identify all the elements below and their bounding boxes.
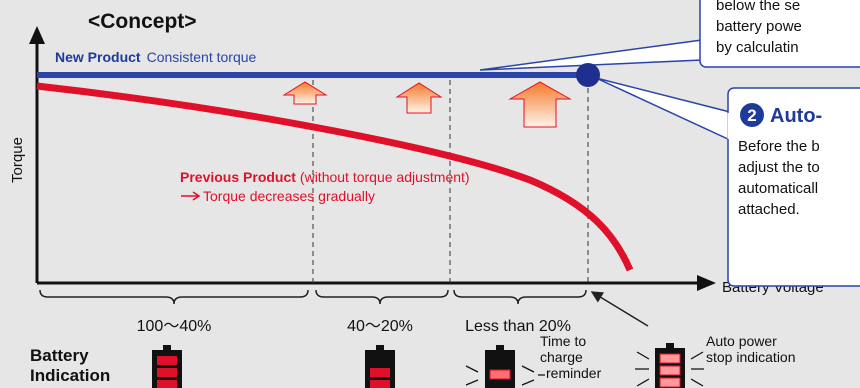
title: <Concept> — [88, 10, 197, 33]
battery-mid — [365, 345, 395, 388]
callout-text: Before the b adjust the to automaticall att… — [738, 138, 820, 218]
y-axis-label: Torque — [9, 137, 26, 183]
callout-text: below the se battery powe by calculatin — [716, 0, 802, 56]
torque-arrows — [282, 81, 572, 128]
previous-product-label: Previous Product (without torque adjustme… — [180, 169, 470, 185]
new-product-label: New Product Consistent torque — [55, 49, 257, 65]
auto-stop-text: Auto power stop indication — [706, 333, 796, 365]
number-badge — [740, 103, 764, 127]
badge-number: 2 — [747, 106, 756, 125]
dividers — [312, 80, 589, 283]
lamp-label: BatteryIndicationlamp — [30, 346, 110, 388]
callout-box — [699, 0, 860, 68]
previous-effect: Torque decreases gradually — [203, 188, 375, 204]
reminder-text: Time to charge reminder — [540, 333, 602, 381]
range-braces — [39, 289, 587, 305]
effect-arrow — [181, 191, 201, 201]
previous-curve — [36, 82, 634, 272]
pointer-arrow — [590, 291, 649, 327]
callout-title: Auto- — [770, 105, 822, 127]
battery-stop — [635, 343, 704, 388]
battery-full — [152, 345, 182, 388]
battery-low — [465, 345, 545, 388]
y-arrow — [29, 26, 45, 44]
callout-box — [727, 87, 860, 287]
end-point — [576, 63, 600, 87]
range-labels: 100〜40% 40〜20% Less than 20% — [137, 318, 571, 335]
x-arrow — [697, 275, 716, 291]
